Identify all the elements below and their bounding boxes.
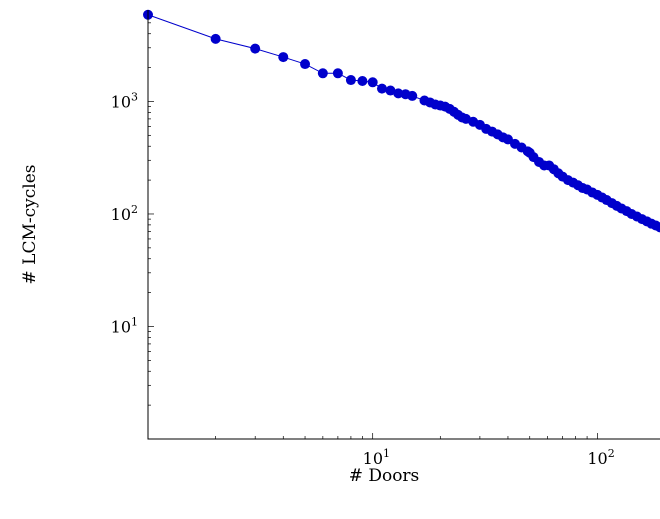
y-tick-label-10: 101	[111, 315, 138, 336]
series-line	[147, 14, 660, 228]
y-tick-label-100: 102	[111, 203, 138, 224]
x-tick-label-10: 101	[363, 447, 390, 468]
y-tick-label-1000: 103	[111, 90, 138, 111]
data-point	[332, 68, 343, 79]
series-layer	[143, 9, 660, 233]
data-point	[317, 68, 328, 79]
y-axis-label: # LCM-cycles	[20, 165, 40, 285]
data-point	[376, 83, 387, 94]
data-point	[345, 75, 356, 86]
data-point	[250, 43, 261, 54]
data-point	[655, 222, 660, 233]
axes-frame	[147, 10, 660, 440]
data-point	[210, 33, 221, 44]
data-point	[300, 59, 311, 70]
data-point	[385, 85, 396, 96]
data-point	[367, 77, 378, 88]
x-axis-label: # Doors	[349, 466, 420, 486]
data-point	[357, 76, 368, 87]
data-point	[278, 52, 289, 63]
data-point	[393, 88, 404, 99]
data-point	[407, 90, 418, 101]
x-tick-label-100: 102	[587, 447, 614, 468]
